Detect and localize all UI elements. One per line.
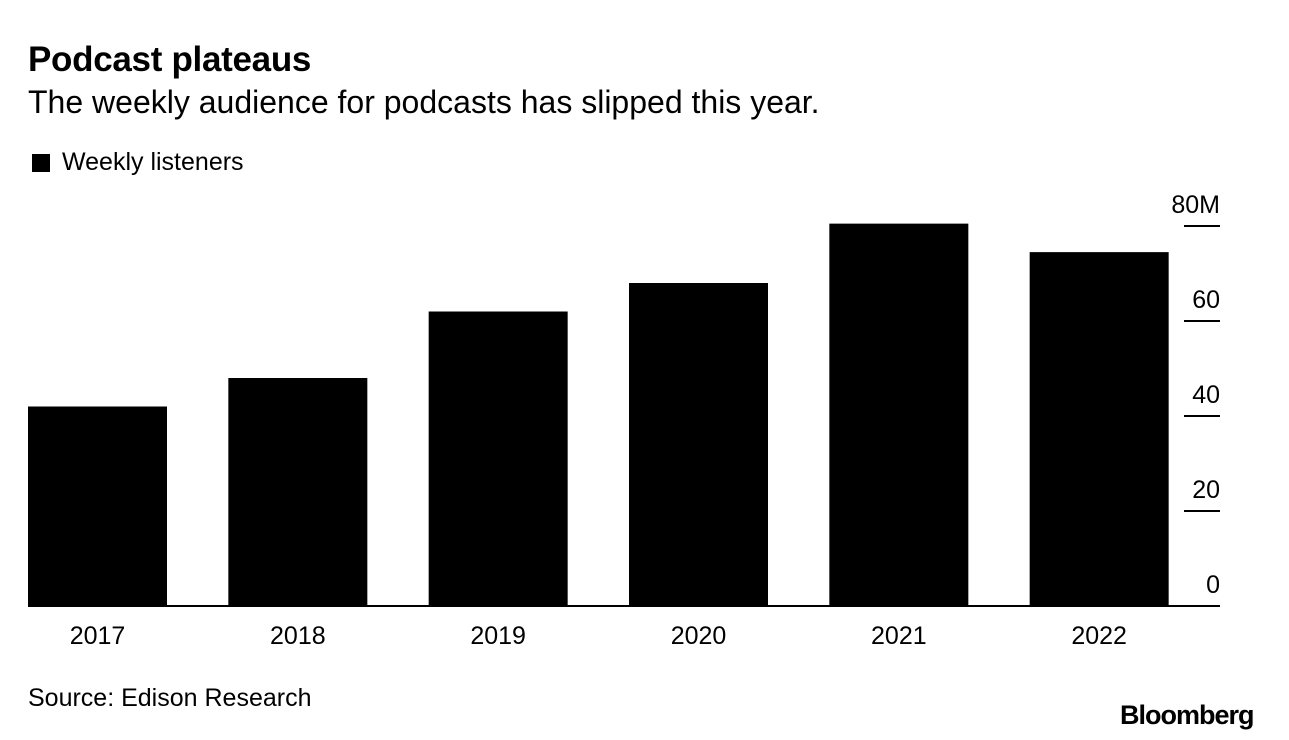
x-tick-label-2018: 2018 [270, 622, 326, 650]
chart-subtitle: The weekly audience for podcasts has sli… [28, 84, 820, 120]
legend: Weekly listeners [32, 148, 244, 177]
bar-2021 [829, 223, 969, 606]
y-tick-label-80: 80M [1171, 191, 1220, 219]
bloomberg-logo: Bloomberg [1120, 700, 1255, 730]
chart-title: Podcast plateaus [28, 40, 312, 79]
bar-2018 [228, 378, 368, 606]
y-tick-label-60: 60 [1192, 286, 1220, 314]
bar-2017 [28, 406, 167, 606]
x-tick-label-2021: 2021 [871, 622, 927, 650]
legend-label: Weekly listeners [62, 148, 244, 176]
y-tick-label-40: 40 [1192, 381, 1220, 409]
x-tick-label-2022: 2022 [1071, 622, 1127, 650]
x-tick-label-2017: 2017 [70, 622, 126, 650]
bar-2022 [1029, 252, 1169, 606]
y-tick-label-20: 20 [1192, 476, 1220, 504]
y-tick-label-0: 0 [1206, 571, 1220, 599]
source-note: Source: Edison Research [28, 684, 312, 712]
legend-swatch [32, 153, 50, 172]
x-tick-label-2020: 2020 [671, 622, 727, 650]
bar-chart: 2017 2018 2019 2020 2021 2022 0 20 40 60 80M [28, 191, 1220, 650]
x-tick-label-2019: 2019 [470, 622, 526, 650]
bar-2020 [629, 283, 768, 606]
bar-2019 [428, 311, 568, 606]
